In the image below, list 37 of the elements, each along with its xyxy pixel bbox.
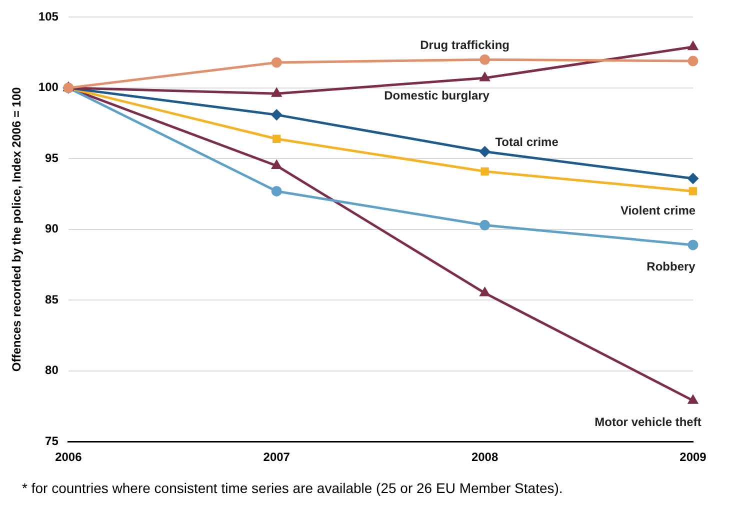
series-label: Domestic burglary bbox=[384, 88, 490, 102]
point bbox=[272, 88, 282, 97]
x-tick-label: 2006 bbox=[55, 450, 82, 464]
series-label: Drug trafficking bbox=[420, 38, 510, 52]
point bbox=[480, 167, 489, 176]
y-tick-label: 95 bbox=[45, 150, 59, 165]
y-tick-label: 80 bbox=[45, 363, 59, 378]
point bbox=[271, 57, 282, 68]
series-label: Motor vehicle theft bbox=[594, 414, 702, 429]
y-axis-title: Offences recorded by the police, Index 2006 = 100 bbox=[10, 86, 24, 372]
point bbox=[272, 134, 281, 143]
point bbox=[688, 56, 698, 66]
point bbox=[480, 72, 490, 82]
series-label: Robbery bbox=[646, 259, 696, 274]
point bbox=[688, 395, 698, 404]
point bbox=[272, 160, 282, 169]
point bbox=[271, 110, 282, 120]
point bbox=[271, 186, 282, 196]
y-tick-label: 90 bbox=[45, 222, 59, 236]
point bbox=[688, 173, 698, 184]
series-label: Total crime bbox=[495, 134, 559, 149]
y-tick-label: 85 bbox=[45, 292, 59, 306]
point bbox=[688, 42, 698, 50]
x-tick-label: 2009 bbox=[680, 450, 707, 464]
point bbox=[688, 240, 698, 250]
y-tick-label: 75 bbox=[45, 434, 59, 448]
point bbox=[480, 288, 490, 296]
y-tick-label: 100 bbox=[38, 80, 59, 94]
x-tick-label: 2007 bbox=[263, 450, 290, 464]
point bbox=[480, 54, 490, 65]
point bbox=[480, 220, 490, 230]
point bbox=[688, 187, 698, 196]
x-tick-label: 2008 bbox=[471, 450, 498, 464]
series-label: Violent crime bbox=[620, 204, 696, 218]
y-tick-label: 105 bbox=[38, 10, 59, 24]
text: * for countries where consistent time series are available (25 or 26 EU Member States). bbox=[22, 480, 563, 496]
point bbox=[480, 146, 490, 157]
